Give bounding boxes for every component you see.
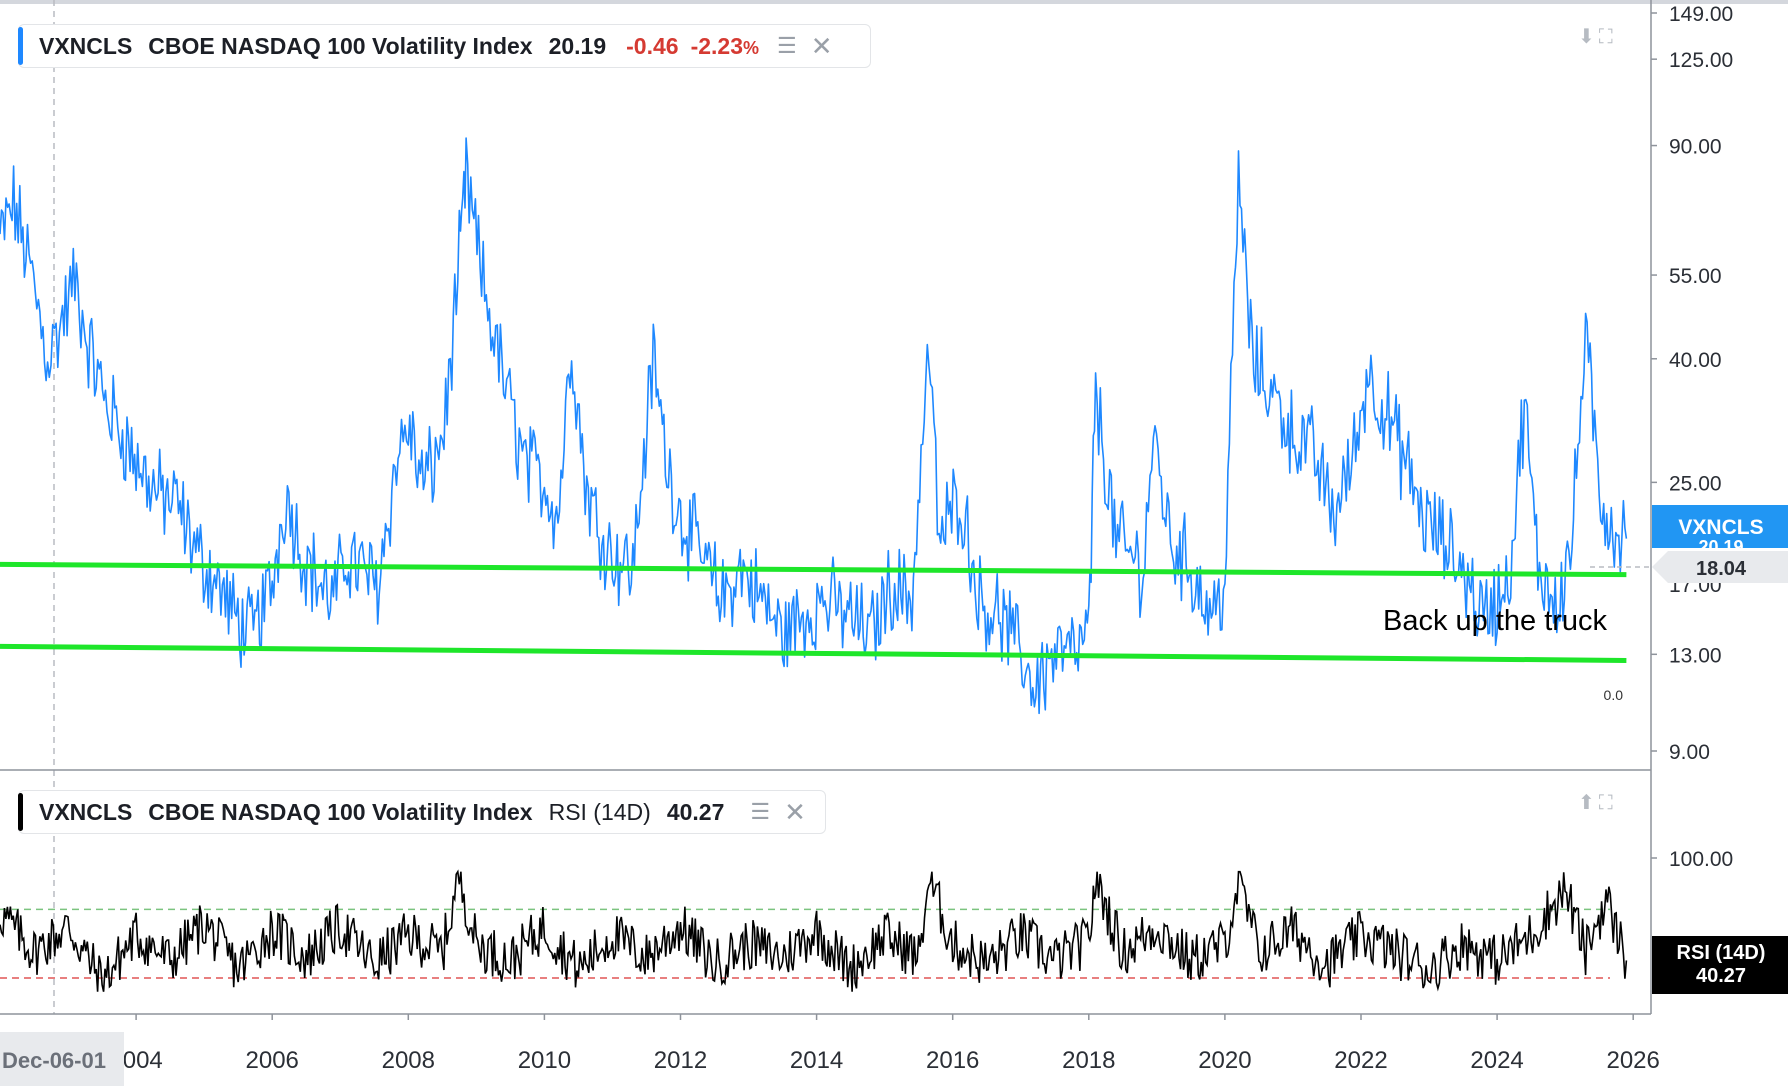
legend-change-pct-value: -2.23 [690, 32, 744, 59]
crosshair-date-label: Dec-06-01 [2, 1048, 106, 1073]
rsi-legend[interactable]: VXNCLS CBOE NASDAQ 100 Volatility Index … [18, 790, 826, 834]
x-tick-label: 2008 [382, 1047, 435, 1074]
rsi-legend-symbol: VXNCLS [39, 798, 133, 825]
rsi-pane[interactable] [0, 869, 1628, 992]
y-tick-label: 25.00 [1669, 472, 1722, 495]
rsi-color-marker [18, 793, 23, 831]
x-tick-label: 2024 [1470, 1047, 1523, 1074]
price-line[interactable] [0, 137, 1628, 715]
legend-name: CBOE NASDAQ 100 Volatility Index [148, 32, 533, 59]
top-border [0, 0, 1788, 4]
rsi-tag-value: 40.27 [1696, 965, 1746, 987]
x-tick-label: 2016 [926, 1047, 979, 1074]
hline-label: 18.04 [1696, 558, 1747, 580]
price-legend[interactable]: VXNCLS CBOE NASDAQ 100 Volatility Index … [18, 24, 871, 68]
upload-icon[interactable]: ⬆ [1578, 792, 1599, 814]
rsi-layers-icon[interactable]: ☰ [750, 799, 771, 824]
y-tick-label: 13.00 [1669, 644, 1722, 667]
price-pane-controls: ⬇⛶ [1578, 24, 1617, 49]
annotation-text[interactable]: Back up the truck [1383, 605, 1608, 637]
legend-value: 20.19 [548, 32, 607, 59]
y-tick-label: 90.00 [1669, 136, 1722, 159]
x-tick-label: 2006 [246, 1047, 299, 1074]
price-tag-symbol: VXNCLS [1678, 516, 1763, 539]
crosshair-date-bg [0, 1032, 124, 1086]
legend-pct-sign: % [743, 37, 760, 58]
rsi-legend-value: 40.27 [666, 798, 725, 825]
legend-change: -0.46 [626, 32, 679, 59]
x-tick-label: 2010 [518, 1047, 571, 1074]
price-tag[interactable] [1652, 505, 1788, 549]
price-pane[interactable]: Back up the truck 0.0 [0, 0, 1651, 1014]
y-tick-label: 149.00 [1669, 3, 1733, 26]
rsi-expand-icon[interactable]: ⛶ [1598, 792, 1617, 814]
x-tick-label: 2026 [1606, 1047, 1659, 1074]
price-tag-gap [1652, 548, 1788, 551]
trendline-lower[interactable] [0, 643, 1627, 663]
price-pane-bg [0, 14, 1651, 768]
rsi-legend-indicator: RSI (14D) [548, 798, 651, 825]
x-tick-label: 2012 [654, 1047, 707, 1074]
rsi-tag[interactable] [1652, 936, 1788, 994]
x-tick-label: 2018 [1062, 1047, 1115, 1074]
hline-label-bg[interactable] [1652, 551, 1788, 583]
y-tick-label: 55.00 [1669, 265, 1722, 288]
x-tick-label: 2014 [790, 1047, 843, 1074]
expand-icon[interactable]: ⛶ [1598, 26, 1617, 48]
y-tick-label: 9.00 [1669, 741, 1710, 764]
fib-label: 0.0 [1604, 687, 1624, 703]
x-tick-label: 2022 [1334, 1047, 1387, 1074]
rsi-close-icon[interactable]: ✕ [784, 796, 806, 827]
legend-change-pct: -2.23% [691, 33, 759, 60]
rsi-line[interactable] [0, 869, 1628, 992]
layers-icon[interactable]: ☰ [777, 33, 797, 58]
rsi-pane-controls: ⬆⛶ [1578, 790, 1617, 815]
x-tick-label: 2020 [1198, 1047, 1251, 1074]
trendline-upper[interactable] [0, 561, 1627, 578]
rsi-tag-name: RSI (14D) [1677, 942, 1766, 964]
rsi-tick-label: 100.00 [1669, 848, 1733, 871]
y-tick-label: 125.00 [1669, 49, 1733, 72]
y-tick-label: 40.00 [1669, 349, 1722, 372]
legend-symbol: VXNCLS [39, 32, 133, 59]
close-icon[interactable]: ✕ [810, 30, 833, 61]
download-icon[interactable]: ⬇ [1578, 26, 1599, 48]
rsi-legend-name: CBOE NASDAQ 100 Volatility Index [148, 798, 533, 825]
series-color-marker [18, 27, 23, 65]
